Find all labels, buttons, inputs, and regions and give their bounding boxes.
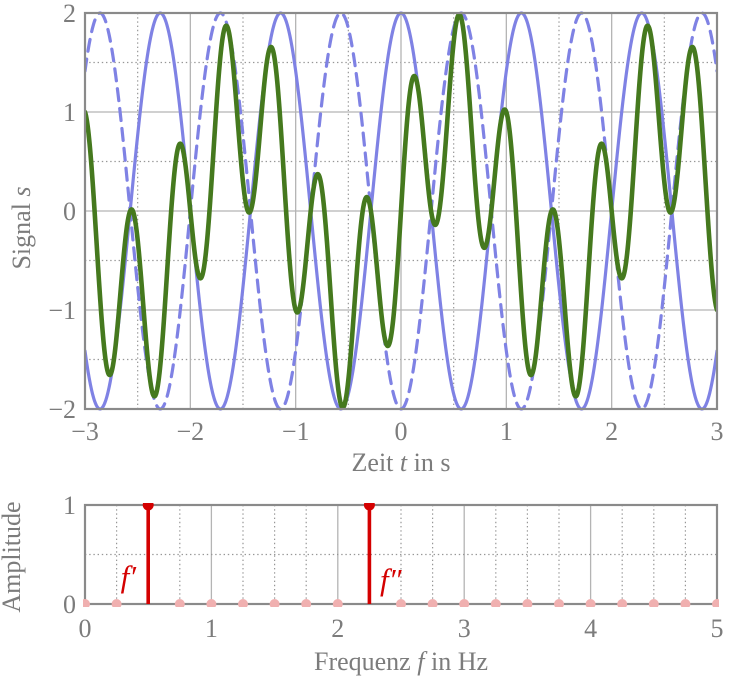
time-xtick-label: 0: [395, 417, 408, 446]
signal-ytick-label: −1: [48, 296, 76, 325]
frequency-xtick-label: 2: [331, 614, 344, 643]
amplitude-ytick-label: 0: [63, 590, 76, 619]
zero-amplitude-dot: [617, 599, 628, 607]
zero-amplitude-dot: [522, 599, 533, 607]
signal-axis-title: Signal s: [7, 186, 36, 269]
frequency-plot-grid: [85, 505, 717, 604]
zero-amplitude-dot: [238, 599, 248, 607]
time-axis-title-text: Zeit: [352, 448, 400, 477]
zero-amplitude-dot: [83, 599, 90, 607]
zero-amplitude-dot: [427, 599, 438, 607]
time-xtick-label: −3: [71, 417, 99, 446]
signal-axis-title-text: Signal: [7, 197, 36, 270]
zero-amplitude-dot: [301, 599, 312, 607]
zero-amplitude-dot: [490, 599, 501, 607]
time-xtick-label: 3: [711, 417, 724, 446]
zero-amplitude-dot: [332, 599, 343, 607]
zero-amplitude-dot: [554, 599, 564, 607]
frequency-plot-tick-labels: 0 1 2 3 4 5 1 0: [63, 491, 724, 643]
zero-amplitude-dot: [111, 599, 122, 607]
frequency-stem-marker: [363, 503, 375, 511]
zero-amplitude-dot: [206, 599, 217, 607]
zero-amplitude-dot: [396, 599, 406, 607]
beat-signal-curve: [85, 12, 717, 410]
signal-axis-title-variable: s: [7, 186, 36, 196]
frequency-xtick-label: 5: [711, 614, 724, 643]
frequency-xtick-label: 3: [458, 614, 471, 643]
zero-amplitude-dot: [174, 599, 185, 607]
frequency-plot-stems: [83, 503, 719, 607]
time-plot-frame: [83, 11, 719, 411]
f-prime-label: f′: [121, 559, 138, 594]
zero-amplitude-dot: [680, 599, 691, 607]
time-axis-title-variable: t: [400, 448, 408, 477]
amplitude-axis-title: Amplitude: [0, 501, 26, 612]
time-xtick-label: 2: [605, 417, 618, 446]
signal-ytick-label: −2: [48, 395, 76, 424]
time-axis-title: Zeit t in s: [352, 448, 451, 477]
time-axis-title-unit: in s: [407, 448, 450, 477]
zero-amplitude-dot: [459, 599, 470, 607]
zero-amplitude-dot: [269, 599, 280, 607]
signal-ytick-label: 0: [63, 197, 76, 226]
time-xtick-label: −1: [282, 417, 310, 446]
time-xtick-label: 1: [500, 417, 513, 446]
zero-amplitude-dot: [712, 599, 719, 607]
frequency-xtick-label: 0: [79, 614, 92, 643]
zero-amplitude-dot: [648, 599, 659, 607]
f-double-prime-label: f″: [380, 562, 403, 597]
frequency-axis-title-text: Frequenz: [314, 647, 417, 676]
zero-amplitude-dot: [585, 599, 596, 607]
frequency-axis-title: Frequenz f in Hz: [314, 647, 488, 676]
signal-ytick-label: 2: [63, 0, 76, 28]
time-plot-border: [83, 11, 719, 411]
frequency-stem-marker: [142, 503, 154, 511]
frequency-axis-title-variable: f: [417, 647, 428, 676]
frequency-xtick-label: 1: [205, 614, 218, 643]
time-xtick-label: −2: [176, 417, 204, 446]
signal-ytick-label: 1: [63, 98, 76, 127]
amplitude-ytick-label: 1: [63, 491, 76, 520]
frequency-xtick-label: 4: [584, 614, 597, 643]
frequency-axis-title-unit: in Hz: [424, 647, 488, 676]
